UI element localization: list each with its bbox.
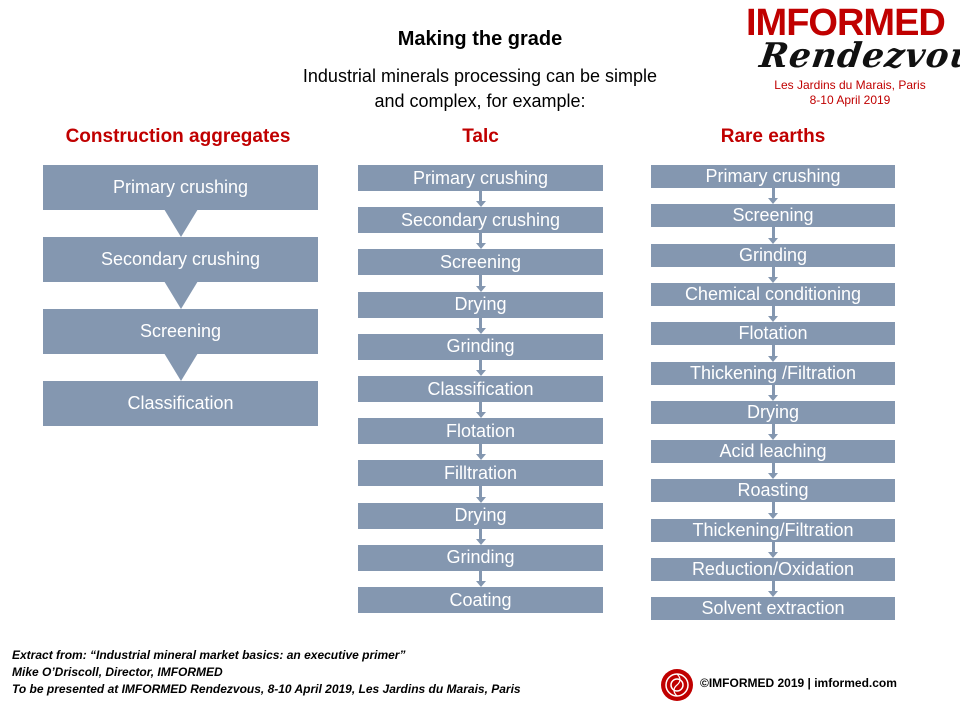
flow-connector-rare-earths [771, 266, 775, 278]
flow-connector-rare-earths [771, 541, 775, 553]
process-step-rare-earths: Thickening/Filtration [651, 518, 895, 542]
process-step-talc: Primary crushing [358, 165, 603, 191]
flow-arrow-rare-earths [768, 434, 778, 441]
process-step-talc: Drying [358, 291, 603, 318]
footer-line-1: Extract from: “Industrial mineral market… [12, 648, 406, 662]
logo-location-text: Les Jardins du Marais, Paris [774, 78, 926, 92]
flow-arrow-talc [475, 327, 486, 334]
flow-arrow-rare-earths [768, 552, 778, 558]
flow-arrow-talc [475, 581, 486, 587]
flow-connector-rare-earths [771, 463, 775, 475]
flow-arrow-rare-earths [768, 276, 778, 283]
logo-location: Les Jardins du Marais, Paris 8-10 April … [760, 78, 940, 108]
logo-brand: IMFORMED [746, 2, 946, 44]
process-step-rare-earths: Roasting [651, 479, 895, 503]
process-step-rare-earths: Thickening /Filtration [651, 361, 895, 385]
flow-arrow-talc [475, 201, 486, 208]
process-step-rare-earths: Screening [651, 204, 895, 228]
column-heading-rare-earths: Rare earths [720, 126, 826, 147]
flow-connector-rare-earths [771, 227, 775, 239]
flow-connector-talc [479, 402, 482, 414]
process-step-talc: Filltration [358, 460, 603, 487]
page-subtitle: Industrial minerals processing can be si… [230, 64, 730, 114]
page-title: Making the grade [397, 28, 563, 50]
flow-arrow-talc [475, 243, 486, 250]
process-step-talc: Coating [358, 587, 603, 613]
subtitle-line-1: Industrial minerals processing can be si… [302, 66, 658, 86]
process-step-rare-earths: Chemical conditioning [651, 282, 895, 306]
flow-arrow-talc [475, 285, 486, 292]
process-step-aggregates: Classification [43, 381, 318, 426]
flow-arrow-rare-earths [768, 198, 778, 205]
flow-connector-rare-earths [771, 188, 775, 200]
flow-connector-talc [479, 570, 482, 582]
process-step-aggregates: Secondary crushing [43, 237, 318, 282]
flow-arrow-rare-earths [768, 237, 778, 244]
process-step-rare-earths: Grinding [651, 243, 895, 267]
copyright-text: ©IMFORMED 2019 | imformed.com [700, 676, 897, 690]
flow-connector-rare-earths [771, 502, 775, 514]
footer-line-2: Mike O’Driscoll, Director, IMFORMED [12, 665, 223, 679]
flow-connector-talc [479, 275, 482, 287]
flow-arrow-talc [475, 538, 486, 545]
flow-connector-talc [479, 359, 482, 371]
flow-arrow-rare-earths [768, 512, 778, 519]
flow-connector-talc [479, 444, 482, 456]
flow-arrow-aggregates [163, 281, 198, 309]
flow-arrow-talc [475, 370, 486, 376]
flow-arrow-talc [475, 496, 486, 503]
flow-arrow-rare-earths [768, 355, 778, 362]
flow-connector-talc [479, 528, 482, 540]
process-step-rare-earths: Primary crushing [651, 165, 895, 188]
flow-arrow-rare-earths [768, 316, 778, 323]
subtitle-line-2: and complex, for example: [374, 91, 586, 111]
flow-arrow-rare-earths [768, 473, 778, 480]
process-step-talc: Screening [358, 249, 603, 276]
process-step-rare-earths: Reduction/Oxidation [651, 558, 895, 581]
flow-connector-rare-earths [771, 423, 775, 436]
flow-connector-talc [479, 191, 482, 203]
column-heading-talc: Talc [462, 126, 499, 147]
flow-arrow-rare-earths [768, 591, 778, 598]
process-step-talc: Grinding [358, 544, 603, 571]
footer-citation: Extract from: “Industrial mineral market… [12, 647, 521, 698]
flow-connector-rare-earths [771, 305, 775, 318]
flow-arrow-rare-earths [768, 394, 778, 401]
process-step-rare-earths: Solvent extraction [651, 597, 895, 621]
process-step-talc: Drying [358, 502, 603, 529]
flow-connector-rare-earths [771, 384, 775, 396]
process-step-talc: Secondary crushing [358, 207, 603, 234]
footer-line-3: To be presented at IMFORMED Rendezvous, … [12, 682, 521, 696]
process-step-talc: Flotation [358, 418, 603, 445]
logo-script: Rendezvous [757, 36, 960, 76]
process-step-aggregates: Screening [43, 309, 318, 354]
process-step-rare-earths: Flotation [651, 322, 895, 346]
logo-dates: 8-10 April 2019 [809, 93, 891, 107]
process-step-talc: Classification [358, 376, 603, 402]
process-step-rare-earths: Drying [651, 400, 895, 424]
flow-arrow-aggregates [163, 209, 198, 237]
process-step-talc: Grinding [358, 333, 603, 360]
flow-arrow-aggregates [163, 353, 198, 381]
process-step-aggregates: Primary crushing [43, 165, 318, 210]
flow-arrow-talc [475, 454, 486, 461]
process-step-rare-earths: Acid leaching [651, 440, 895, 464]
column-heading-aggregates: Construction aggregates [65, 126, 291, 147]
flow-connector-talc [479, 486, 482, 498]
flow-connector-rare-earths [771, 581, 775, 593]
rose-logo-icon [661, 669, 693, 701]
flow-connector-talc [479, 317, 482, 329]
flow-arrow-talc [475, 412, 486, 419]
flow-connector-rare-earths [771, 345, 775, 357]
flow-connector-talc [479, 233, 482, 245]
